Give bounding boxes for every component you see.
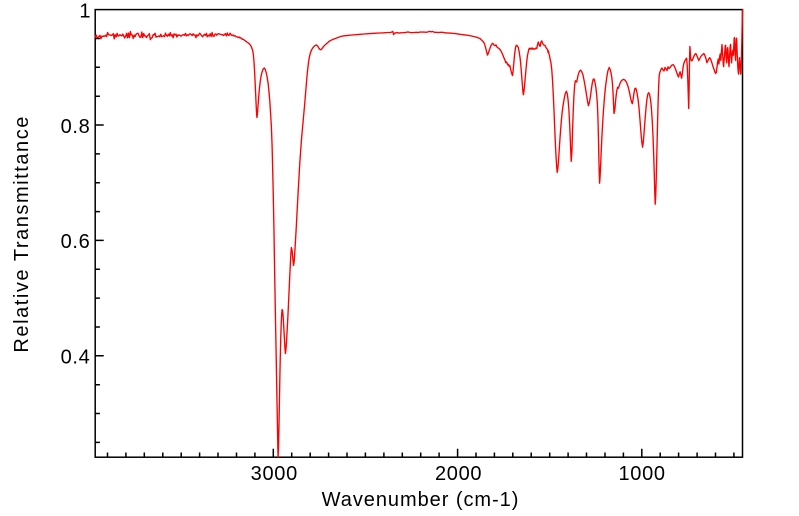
svg-text:0.8: 0.8 bbox=[61, 116, 91, 138]
svg-text:2000: 2000 bbox=[435, 463, 482, 485]
svg-text:0.4: 0.4 bbox=[61, 347, 91, 369]
svg-text:1000: 1000 bbox=[618, 463, 665, 485]
svg-text:Relative Transmittance: Relative Transmittance bbox=[11, 115, 33, 353]
svg-text:1: 1 bbox=[79, 0, 90, 22]
svg-text:3000: 3000 bbox=[251, 463, 298, 485]
svg-text:Wavenumber (cm-1): Wavenumber (cm-1) bbox=[322, 489, 520, 511]
svg-text:0.6: 0.6 bbox=[61, 231, 91, 253]
